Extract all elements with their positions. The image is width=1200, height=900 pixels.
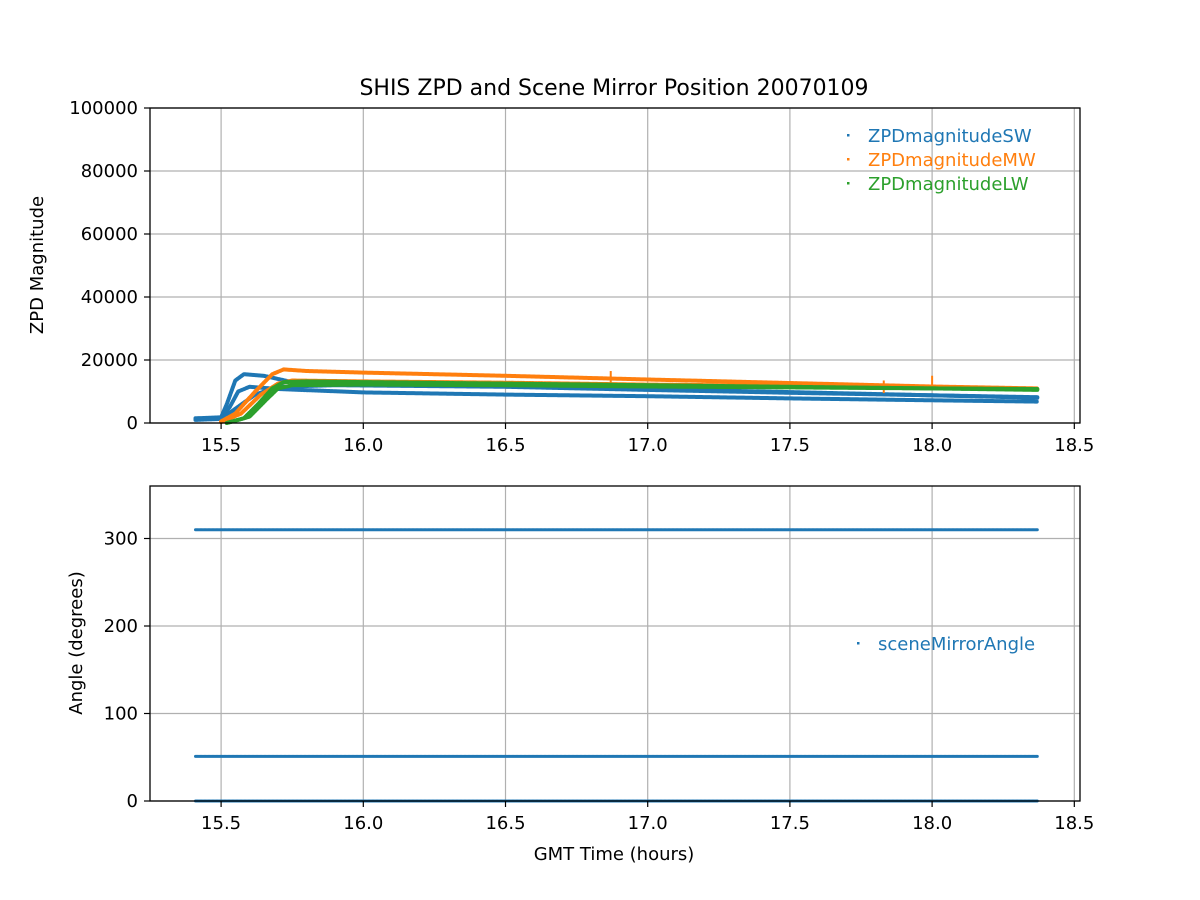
series-ZPDmagnitudeLW — [224, 379, 1040, 425]
x-tick-label: 16.5 — [485, 813, 525, 834]
legend-entry: sceneMirrorAngle — [878, 634, 1035, 655]
chart-title: SHIS ZPD and Scene Mirror Position 20070… — [359, 76, 868, 101]
series-trace — [193, 384, 1040, 422]
y-tick-label: 0 — [127, 791, 138, 812]
y-tick-label: 20000 — [81, 350, 138, 371]
x-axis-label: GMT Time (hours) — [534, 844, 695, 865]
y-axis-label-zpd: ZPD Magnitude — [27, 196, 48, 334]
legend-marker — [847, 158, 850, 161]
y-axis-label-angle: Angle (degrees) — [66, 571, 87, 714]
x-tick-label: 17.5 — [770, 813, 810, 834]
x-tick-label: 15.5 — [201, 813, 241, 834]
y-tick-label: 300 — [104, 529, 138, 550]
x-tick-label: 16.0 — [343, 435, 383, 456]
x-tick-label: 15.5 — [201, 435, 241, 456]
legend-marker — [857, 642, 860, 645]
y-tick-label: 60000 — [81, 224, 138, 245]
legend-entry: ZPDmagnitudeSW — [868, 126, 1032, 147]
x-tick-label: 17.0 — [628, 813, 668, 834]
y-tick-label: 80000 — [81, 161, 138, 182]
series-trace — [219, 367, 1040, 424]
y-tick-label: 100 — [104, 704, 138, 725]
zpd-magnitude-plot: 15.5 16.0 16.5 17.0 17.5 18.0 18.5 0 20000 40000 6… — [69, 98, 1094, 456]
axes-frame — [149, 107, 1081, 424]
x-tick-label: 18.0 — [912, 435, 952, 456]
legend-entry: ZPDmagnitudeMW — [868, 150, 1036, 171]
x-tick-label: 18.5 — [1054, 813, 1094, 834]
scene-mirror-angle-plot: 15.5 16.0 16.5 17.0 17.5 18.0 18.5 0 100 200 300 sc… — [104, 485, 1094, 834]
x-tick-label: 17.0 — [628, 435, 668, 456]
legend-entry: ZPDmagnitudeLW — [868, 174, 1029, 195]
x-tick-label: 16.5 — [485, 435, 525, 456]
x-tick-label: 16.0 — [343, 813, 383, 834]
legend-marker — [847, 182, 850, 185]
x-tick-label: 18.0 — [912, 813, 952, 834]
y-tick-label: 0 — [127, 413, 138, 434]
y-tick-label: 200 — [104, 616, 138, 637]
series-trace — [224, 382, 1040, 425]
x-tick-label: 17.5 — [770, 435, 810, 456]
axes-frame — [149, 485, 1081, 802]
y-tick-label: 100000 — [69, 98, 138, 119]
y-tick-label: 40000 — [81, 287, 138, 308]
x-tick-label: 18.5 — [1054, 435, 1094, 456]
legend-marker — [847, 134, 850, 137]
